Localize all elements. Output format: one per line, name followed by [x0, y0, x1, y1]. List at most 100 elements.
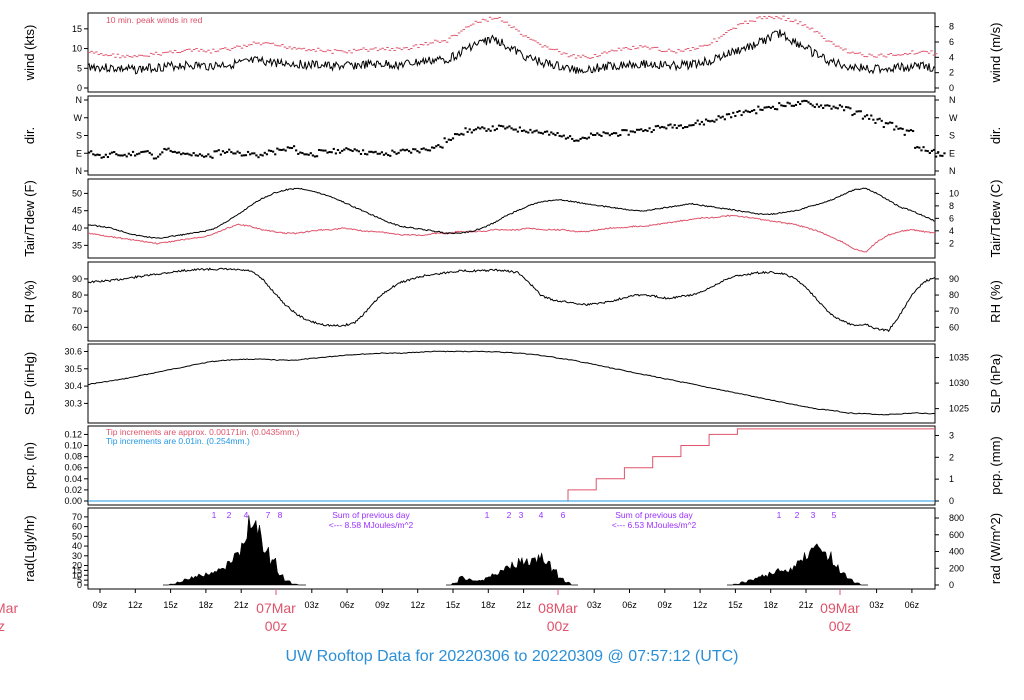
- y-tick-label-left: 0.12: [64, 429, 82, 439]
- direction-point: [232, 152, 235, 155]
- direction-point: [205, 155, 208, 158]
- direction-point: [709, 120, 712, 123]
- direction-point: [221, 150, 225, 153]
- direction-point: [608, 134, 611, 137]
- direction-point: [470, 131, 473, 134]
- direction-point: [265, 153, 268, 156]
- direction-point: [732, 111, 735, 114]
- day-label-cut-date: Mar: [0, 600, 18, 616]
- y-tick-label-left: 30.3: [64, 398, 82, 408]
- y-axis-title-right: Tair/Tdew (C): [988, 179, 1003, 257]
- direction-point: [267, 149, 271, 152]
- direction-point: [899, 127, 902, 130]
- direction-point: [880, 119, 883, 122]
- y-tick-label-right: 6: [949, 37, 954, 47]
- x-tick-label: 21z: [516, 600, 531, 610]
- direction-point: [836, 107, 839, 110]
- direction-point: [244, 154, 248, 157]
- direction-point: [357, 150, 360, 153]
- radiation-hour-marker: 2: [795, 510, 800, 520]
- direction-point: [635, 128, 639, 131]
- y-tick-label-right: 6: [949, 213, 954, 223]
- direction-point: [694, 122, 697, 125]
- direction-point: [644, 129, 647, 132]
- direction-point: [129, 154, 133, 157]
- direction-point: [566, 136, 570, 139]
- direction-point: [621, 129, 624, 132]
- direction-point: [665, 127, 668, 130]
- direction-point: [640, 128, 643, 131]
- direction-point: [364, 152, 367, 155]
- y-tick-label-right: N: [949, 166, 956, 176]
- y-axis-title-left: Tair/Tdew (F): [22, 180, 37, 257]
- direction-point: [742, 111, 745, 114]
- direction-point: [675, 127, 678, 130]
- direction-point: [520, 129, 524, 132]
- direction-point: [230, 151, 233, 154]
- y-tick-label-left: 30.5: [64, 364, 82, 374]
- radiation-hour-marker: 3: [519, 510, 524, 520]
- direction-point: [581, 136, 584, 139]
- direction-point: [851, 114, 854, 117]
- direction-point: [154, 157, 158, 160]
- direction-point: [376, 152, 379, 155]
- panel-temperature-frame: [87, 178, 936, 259]
- direction-point: [163, 147, 166, 150]
- y-axis-title-right: SLP (hPa): [988, 354, 1003, 414]
- direction-point: [911, 130, 915, 133]
- direction-point: [663, 126, 666, 129]
- direction-point: [301, 152, 304, 155]
- direction-point: [278, 148, 281, 151]
- direction-point: [483, 127, 486, 130]
- direction-point: [863, 115, 867, 118]
- direction-point: [355, 149, 358, 152]
- x-tick-label: 09z: [375, 600, 390, 610]
- direction-point: [928, 151, 931, 154]
- direction-point: [159, 153, 162, 156]
- panel-precipitation: Tip increments are approx. 0.00171in. (0…: [87, 425, 936, 506]
- panel-temperature: [87, 178, 936, 259]
- direction-point: [142, 150, 145, 153]
- direction-point: [546, 130, 549, 133]
- direction-point: [727, 113, 731, 116]
- direction-point: [479, 127, 482, 130]
- day-label-date: 07Mar: [256, 600, 296, 616]
- direction-point: [746, 110, 749, 113]
- direction-point: [106, 156, 110, 159]
- direction-point: [508, 125, 511, 128]
- direction-point: [290, 147, 294, 150]
- direction-point: [857, 110, 860, 113]
- y-tick-label-left: 40: [72, 223, 82, 233]
- direction-point: [619, 134, 622, 137]
- x-tick-label: 18z: [763, 600, 778, 610]
- direction-point: [646, 129, 649, 132]
- direction-point: [711, 119, 714, 122]
- y-tick-label-left: 80: [72, 290, 82, 300]
- direction-point: [719, 116, 722, 119]
- direction-point: [489, 129, 492, 132]
- direction-point: [171, 150, 174, 153]
- direction-point: [903, 133, 906, 136]
- y-tick-label-right: 70: [949, 306, 959, 316]
- y-tick-label-right: N: [949, 95, 956, 105]
- direction-point: [460, 132, 463, 135]
- direction-point: [550, 131, 553, 134]
- direction-point: [92, 153, 95, 156]
- direction-point: [533, 130, 536, 133]
- direction-point: [94, 154, 97, 157]
- direction-point: [652, 129, 655, 132]
- x-tick-label: 09z: [658, 600, 673, 610]
- direction-point: [807, 101, 810, 104]
- direction-point: [280, 148, 283, 151]
- direction-point: [328, 150, 331, 153]
- direction-point: [569, 135, 572, 138]
- direction-point: [439, 145, 442, 148]
- direction-point: [313, 155, 317, 158]
- direction-point: [117, 154, 120, 157]
- y-tick-label-left: 0: [77, 83, 82, 93]
- radiation-hour-marker: 8: [278, 510, 283, 520]
- y-tick-label-left: E: [76, 148, 82, 158]
- direction-point: [897, 127, 900, 130]
- direction-point: [209, 155, 212, 158]
- y-tick-label-right: S: [949, 131, 955, 141]
